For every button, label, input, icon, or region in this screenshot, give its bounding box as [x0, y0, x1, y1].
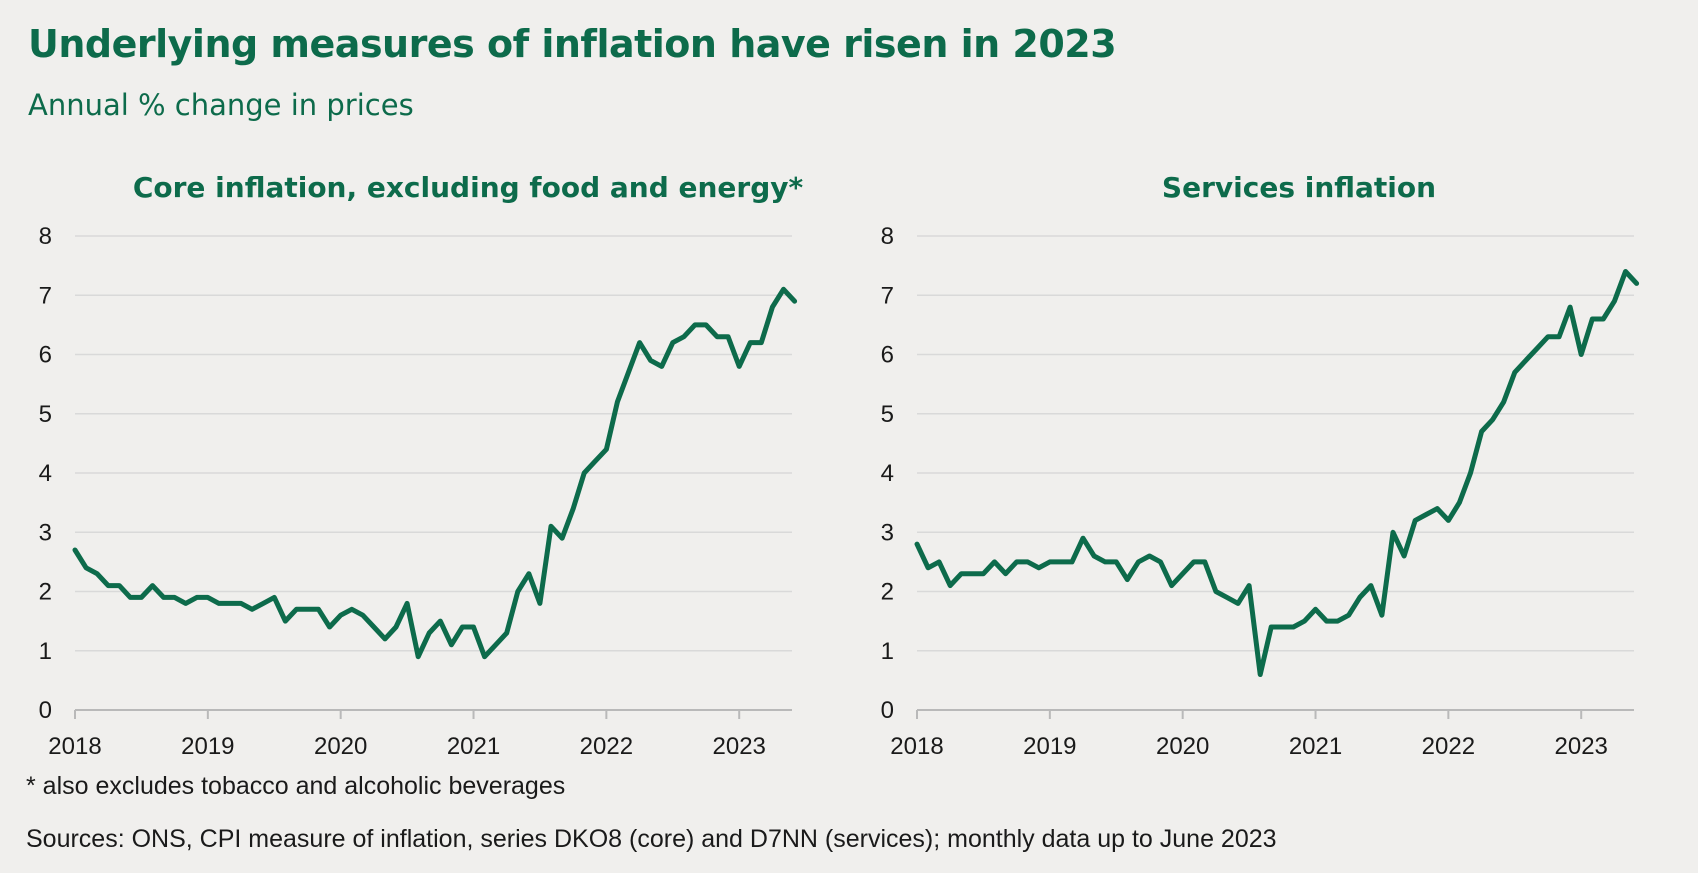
x-tick-label: 2021 [447, 733, 500, 760]
x-tick-label: 2022 [1422, 733, 1475, 760]
y-tick-label: 0 [881, 697, 894, 724]
y-tick-label: 5 [881, 401, 894, 428]
footnote: * also excludes tobacco and alcoholic be… [26, 772, 566, 800]
y-tick-label: 6 [881, 342, 894, 369]
y-tick-label: 1 [881, 638, 894, 665]
y-tick-label: 4 [39, 460, 52, 487]
sources-note: Sources: ONS, CPI measure of inflation, … [26, 825, 1277, 853]
y-tick-label: 8 [39, 223, 52, 250]
chart-title: Underlying measures of inflation have ri… [28, 22, 1117, 66]
series-line [72, 286, 798, 660]
series-line [914, 269, 1640, 677]
y-tick-label: 1 [39, 638, 52, 665]
y-tick-label: 2 [881, 579, 894, 606]
x-tick-label: 2018 [48, 733, 101, 760]
x-tick-label: 2023 [713, 733, 766, 760]
x-tick-label: 2018 [890, 733, 943, 760]
panel-title: Services inflation [1162, 171, 1436, 204]
x-tick-label: 2019 [1023, 733, 1076, 760]
x-tick-label: 2023 [1555, 733, 1608, 760]
x-tick-label: 2022 [580, 733, 633, 760]
x-tick-label: 2020 [1156, 733, 1209, 760]
y-tick-label: 3 [39, 519, 52, 546]
y-tick-label: 8 [881, 223, 894, 250]
panel-title: Core inflation, excluding food and energ… [133, 171, 804, 204]
y-tick-label: 5 [39, 401, 52, 428]
y-tick-label: 4 [881, 460, 894, 487]
y-tick-label: 7 [881, 282, 894, 309]
y-tick-label: 0 [39, 697, 52, 724]
x-tick-label: 2021 [1289, 733, 1342, 760]
x-tick-label: 2020 [314, 733, 367, 760]
y-tick-label: 7 [39, 282, 52, 309]
y-tick-label: 3 [881, 519, 894, 546]
x-tick-label: 2019 [181, 733, 234, 760]
y-tick-label: 2 [39, 579, 52, 606]
chart-subtitle: Annual % change in prices [28, 88, 414, 122]
y-tick-label: 6 [39, 342, 52, 369]
